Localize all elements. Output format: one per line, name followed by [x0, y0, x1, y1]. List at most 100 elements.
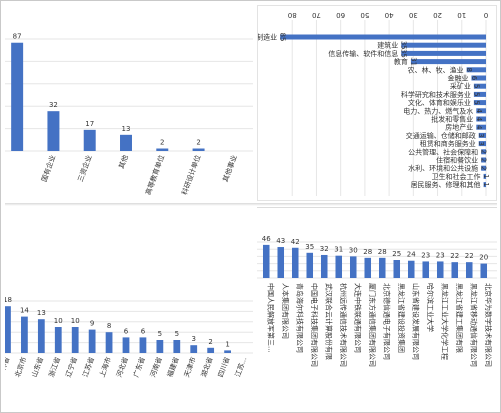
data-label: 14: [20, 307, 29, 315]
bar: [156, 148, 169, 151]
category-label: 科学研究和技术服务业: [401, 90, 471, 99]
data-label: 5: [158, 330, 162, 338]
category-label: 河北省: [114, 356, 130, 379]
category-label: 黑龙江省建工集团有限: [455, 283, 464, 353]
category-label: 武汉联合云计算股份有限: [324, 283, 333, 360]
bar: [349, 256, 357, 278]
bar: [476, 124, 486, 130]
category-label: ...林省: [5, 356, 11, 379]
data-label: 6: [124, 327, 129, 335]
bar: [478, 141, 486, 147]
category-label: 天津市: [182, 356, 198, 379]
chart-province: 18...林省14北京市13山东省10浙江省10辽宁省9江苏省8上海市6河北省6…: [5, 207, 253, 403]
category-label: 上海市: [97, 356, 113, 379]
category-label: 黑龙江省建设投资集团: [397, 283, 406, 353]
bar: [320, 254, 328, 278]
bar: [480, 263, 488, 278]
category-label: 教育: [394, 57, 408, 66]
bar: [473, 83, 486, 89]
bar: [122, 337, 130, 353]
bar: [335, 255, 343, 278]
bar: [173, 340, 181, 353]
chart-province-svg: 18...林省14北京市13山东省10浙江省10辽宁省9江苏省8上海市6河北省6…: [5, 296, 253, 379]
bar: [436, 261, 444, 278]
data-label: 2: [480, 150, 488, 154]
category-label: 福建省: [165, 356, 181, 379]
data-label: 32: [320, 245, 329, 253]
bar: [139, 337, 147, 353]
category-label: 水利、环境和公共设施: [408, 164, 478, 173]
category-label: 建筑业: [377, 41, 398, 50]
category-label: 大连中铁联通有限公司: [353, 283, 362, 353]
data-label: 23: [421, 251, 430, 259]
bar: [83, 129, 96, 151]
tick-label: 50: [360, 11, 369, 19]
data-label: 10: [71, 317, 80, 325]
data-label: 10: [54, 317, 63, 325]
data-label: 8: [465, 68, 473, 72]
category-label: 杭州远传通信技术有限公司: [339, 283, 348, 367]
data-label: 20: [479, 254, 488, 262]
bar: [481, 165, 486, 171]
bar: [378, 257, 386, 278]
tick-label: 10: [457, 11, 466, 19]
category-label: 卫生和社会工作: [432, 172, 481, 181]
category-label: 三资企业: [76, 154, 94, 183]
data-label: 2: [480, 166, 488, 170]
data-label: 23: [436, 251, 445, 259]
bar: [224, 350, 231, 353]
bar: [306, 252, 314, 278]
data-label: 13: [37, 309, 46, 317]
data-label: 2: [208, 338, 212, 346]
category-label: 其他: [117, 154, 130, 170]
tick-label: 60: [336, 11, 345, 19]
category-label: 房地产业: [445, 123, 473, 132]
data-label: 9: [90, 320, 94, 328]
chart-top-employers: 46 中国人民解放军第三... 43 人本集团有限公司 42 青岛海尔科技有限公司 35 中国…: [257, 207, 497, 403]
data-label: 31: [409, 57, 417, 66]
tick-label: 0: [484, 11, 488, 19]
data-label: 4: [475, 109, 483, 114]
category-label: 其他事业: [221, 154, 239, 183]
data-label: 28: [378, 248, 387, 256]
bar: [262, 244, 270, 278]
bar: [483, 173, 486, 179]
category-label: 江苏...: [233, 356, 249, 379]
bar: [11, 42, 24, 151]
data-label: 35: [305, 243, 314, 251]
bar: [483, 182, 486, 188]
category-label: 信息传输、软件和信息: [328, 49, 398, 58]
data-label: 35: [400, 49, 408, 58]
bar: [47, 111, 60, 151]
bar: [476, 108, 486, 114]
data-label: 31: [334, 246, 343, 254]
data-label: 2: [480, 158, 488, 162]
chart-top-employers-svg: 46 中国人民解放军第三... 43 人本集团有限公司 42 青岛海尔科技有限公司 35 中国…: [257, 235, 497, 367]
bar: [120, 134, 132, 151]
category-label: 北京德信通电子有限公司: [382, 283, 391, 360]
data-label: 42: [291, 238, 300, 246]
data-label: 22: [450, 252, 459, 260]
category-label: 黑龙江省移动通信有限公司: [469, 283, 478, 367]
category-label: 山东省建设发展有限公司: [411, 283, 420, 360]
category-label: 河南省: [148, 356, 164, 379]
bar: [192, 148, 205, 151]
bar: [466, 67, 486, 73]
category-label: 电力、热力、燃气及水: [403, 106, 473, 115]
category-label: 广东省: [131, 356, 147, 379]
bar: [451, 262, 459, 278]
panel-divider: [5, 203, 497, 206]
category-label: 国有企业: [39, 154, 57, 183]
data-label: 22: [465, 252, 474, 260]
data-label: 5: [472, 100, 480, 104]
bar: [71, 327, 79, 353]
data-label: 6: [470, 76, 478, 81]
category-label: 制造业: [258, 33, 277, 42]
bar: [88, 329, 96, 353]
data-label: 2: [196, 139, 200, 147]
tick-label: 40: [385, 11, 394, 19]
bar: [481, 157, 486, 163]
category-label: 交通运输、仓储和邮政: [406, 131, 476, 140]
category-label: 农、林、牧、渔业: [408, 65, 464, 74]
